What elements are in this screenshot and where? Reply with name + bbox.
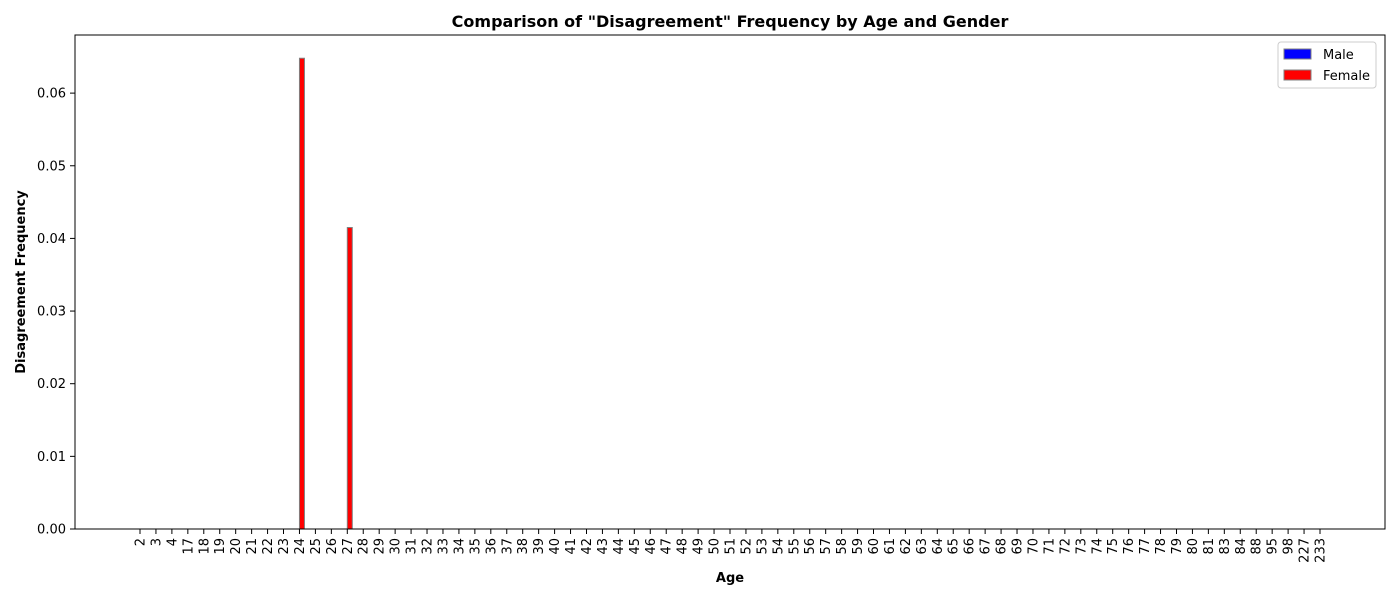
x-tick-label: 17 [181,538,196,555]
x-axis-label: Age [716,571,744,586]
x-tick-label: 98 [1282,538,1297,555]
x-tick-label: 52 [739,538,754,555]
x-tick-label: 75 [1106,538,1121,555]
x-tick-label: 27 [341,538,356,555]
x-tick-label: 2 [134,538,149,546]
x-tick-label: 76 [1122,538,1137,555]
x-tick-label: 233 [1314,538,1329,563]
x-tick-label: 31 [405,538,420,555]
x-tick-label: 43 [596,538,611,555]
y-axis-label: Disagreement Frequency [14,190,29,374]
x-tick-label: 62 [899,538,914,555]
x-tick-label: 28 [357,538,372,555]
x-tick-label: 95 [1266,538,1281,555]
y-tick-label: 0.01 [37,450,66,465]
x-tick-label: 51 [724,538,739,555]
x-tick-label: 41 [564,538,579,555]
x-tick-label: 227 [1298,538,1313,563]
x-tick-label: 34 [452,538,467,555]
x-tick-label: 69 [1011,538,1026,555]
x-tick-label: 58 [835,538,850,555]
x-tick-label: 4 [165,538,180,546]
y-tick-label: 0.05 [37,159,66,174]
x-tick-label: 77 [1138,538,1153,555]
x-tick-label: 36 [484,538,499,555]
x-tick-label: 57 [819,538,834,555]
x-tick-label: 35 [468,538,483,555]
bar-female-27 [346,227,353,530]
x-tick-label: 60 [867,538,882,555]
chart-title: Comparison of "Disagreement" Frequency b… [452,12,1009,31]
x-tick-label: 42 [580,538,595,555]
legend: Male Female [1277,41,1377,89]
y-tick-label: 0.03 [37,305,66,320]
x-tick-label: 46 [644,538,659,555]
x-tick-label: 81 [1202,538,1217,555]
x-tick-label: 67 [979,538,994,555]
legend-label-male: Male [1323,48,1354,63]
x-tick-label: 3 [149,538,164,546]
y-tick-label: 0.00 [37,523,66,538]
x-tick-label: 66 [963,538,978,555]
x-tick-label: 79 [1170,538,1185,555]
x-tick-label: 24 [293,538,308,555]
x-tick-label: 70 [1026,538,1041,555]
x-tick-label: 78 [1154,538,1169,555]
x-tick-label: 65 [947,538,962,555]
x-tick-label: 54 [771,538,786,555]
x-tick-label: 44 [612,538,627,555]
x-tick-label: 19 [213,538,228,555]
x-tick-label: 48 [676,538,691,555]
x-tick-label: 64 [931,538,946,555]
plot-background [75,35,1385,529]
x-tick-label: 59 [851,538,866,555]
x-tick-label: 74 [1090,538,1105,555]
legend-label-female: Female [1323,69,1370,84]
x-tick-label: 61 [883,538,898,555]
x-tick-label: 21 [245,538,260,555]
x-tick-label: 80 [1186,538,1201,555]
x-tick-label: 40 [548,538,563,555]
y-tick-label: 0.02 [37,377,66,392]
x-tick-label: 63 [915,538,930,555]
x-tick-label: 38 [516,538,531,555]
legend-swatch-female [1283,69,1312,81]
legend-swatch-male [1283,48,1312,60]
x-tick-label: 45 [628,538,643,555]
x-tick-label: 25 [309,538,324,555]
x-tick-label: 55 [787,538,802,555]
x-tick-label: 20 [229,538,244,555]
x-tick-label: 26 [325,538,340,555]
x-tick-label: 39 [532,538,547,555]
x-tick-label: 68 [995,538,1010,555]
x-tick-label: 49 [692,538,707,555]
plot-area [74,34,1386,530]
y-axis: 0.00 0.01 0.02 0.03 0.04 0.05 0.06 [37,87,75,538]
x-tick-label: 88 [1250,538,1265,555]
x-tick-label: 56 [803,538,818,555]
y-tick-label: 0.06 [37,87,66,102]
x-tick-label: 83 [1218,538,1233,555]
x-tick-label: 23 [277,538,292,555]
x-tick-label: 84 [1234,538,1249,555]
x-tick-label: 33 [436,538,451,555]
x-tick-label: 71 [1042,538,1057,555]
x-axis: 2 3 4 17 18 19 20 21 22 23 24 25 26 27 28 29 30 31 32 33 34 3… [134,529,1329,563]
x-tick-label: 30 [389,538,404,555]
x-tick-label: 22 [261,538,276,555]
x-tick-label: 32 [421,538,436,555]
x-tick-label: 72 [1058,538,1073,555]
x-tick-label: 73 [1074,538,1089,555]
x-tick-label: 29 [373,538,388,555]
bar-female-24 [298,57,305,530]
x-tick-label: 53 [755,538,770,555]
x-tick-label: 37 [500,538,515,555]
x-tick-label: 18 [197,538,212,555]
y-tick-label: 0.04 [37,232,66,247]
x-tick-label: 47 [660,538,675,555]
x-tick-label: 50 [708,538,723,555]
